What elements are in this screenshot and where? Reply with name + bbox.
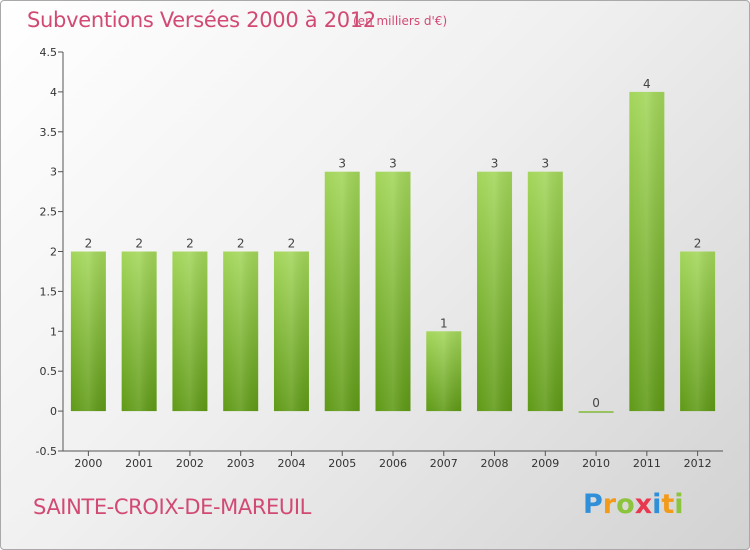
x-tick-label: 2002 <box>176 457 204 470</box>
x-tick-label: 2001 <box>125 457 153 470</box>
y-tick-label: 4.5 <box>40 46 58 59</box>
bar-highlight <box>680 251 716 412</box>
y-tick-label: 4 <box>50 86 57 99</box>
x-tick-label: 2000 <box>74 457 102 470</box>
proxiti-logo: Proxiti <box>583 489 684 520</box>
bar-series <box>70 91 716 413</box>
y-tick-label: -0.5 <box>36 445 57 458</box>
bar-highlight <box>273 251 309 412</box>
y-tick-label: 1 <box>50 325 57 338</box>
y-tick-label: 2.5 <box>40 206 58 219</box>
x-tick-label: 2007 <box>430 457 458 470</box>
logo-letter: r <box>602 489 617 520</box>
bar-highlight <box>477 171 513 412</box>
chart-title: Subventions Versées 2000 à 2012 <box>27 8 376 32</box>
data-label: 2 <box>85 237 93 251</box>
logo-letter: o <box>616 489 635 520</box>
bar-highlight <box>70 251 106 412</box>
x-tick-label: 2003 <box>227 457 255 470</box>
bar-highlight <box>375 171 411 412</box>
x-tick-label: 2004 <box>277 457 305 470</box>
bar-highlight <box>172 251 208 412</box>
y-tick-label: 3.5 <box>40 126 58 139</box>
data-label: 3 <box>491 157 499 171</box>
data-label: 3 <box>541 157 549 171</box>
x-tick-label: 2005 <box>328 457 356 470</box>
y-tick-label: 2 <box>50 246 57 259</box>
commune-name: SAINTE-CROIX-DE-MAREUIL <box>33 495 311 519</box>
x-tick-label: 2010 <box>582 457 610 470</box>
y-tick-label: 1.5 <box>40 285 58 298</box>
bar-highlight <box>223 251 259 412</box>
logo-letter: t <box>661 489 675 520</box>
x-tick-label: 2009 <box>531 457 559 470</box>
bar-highlight <box>121 251 157 412</box>
data-labels: 2 2 2 2 2 3 3 1 3 3 0 4 2 <box>85 77 702 410</box>
data-label: 2 <box>288 237 296 251</box>
data-label: 3 <box>389 157 397 171</box>
data-label: 2 <box>694 237 702 251</box>
bar-highlight <box>324 171 360 412</box>
y-tick-label: 0 <box>50 405 57 418</box>
logo-letter: x <box>634 489 653 520</box>
data-label: 2 <box>186 237 194 251</box>
bar-2010 <box>578 411 614 413</box>
x-tick-label: 2012 <box>684 457 712 470</box>
data-label: 2 <box>135 237 143 251</box>
logo-letter: i <box>652 489 662 520</box>
data-label: 3 <box>338 157 346 171</box>
bar-highlight <box>629 91 665 412</box>
x-tick-label: 2006 <box>379 457 407 470</box>
data-label: 1 <box>440 316 448 330</box>
logo-letter: P <box>583 489 603 520</box>
logo-letter: i <box>674 489 684 520</box>
bar-highlight <box>426 331 462 412</box>
y-tick-label: 0.5 <box>40 365 58 378</box>
chart-axes: -0.5 0 0.5 1 1.5 2 2.5 3 3.5 4 4.5 2000 2001 2002 2003… <box>36 46 723 470</box>
x-tick-label: 2011 <box>633 457 661 470</box>
y-tick-label: 3 <box>50 166 57 179</box>
bar-highlight <box>527 171 563 412</box>
data-label: 4 <box>643 77 651 91</box>
chart-subtitle: (en milliers d'€) <box>353 14 448 28</box>
data-label: 0 <box>592 396 600 410</box>
x-tick-label: 2008 <box>481 457 509 470</box>
data-label: 2 <box>237 237 245 251</box>
